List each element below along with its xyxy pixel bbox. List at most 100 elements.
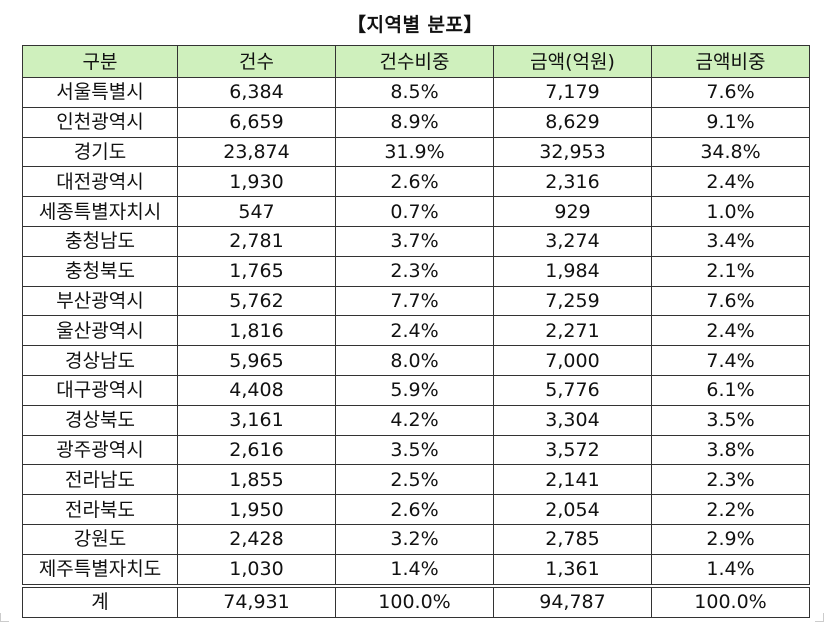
- cell-count-share: 3.5%: [335, 434, 494, 466]
- cell-region: 서울특별시: [22, 77, 178, 108]
- cell-count-share: 0.7%: [335, 196, 494, 227]
- header-amount-share: 금액비중: [651, 45, 810, 78]
- table-row: 세종특별자치시 547 0.7% 929 1.0%: [22, 196, 810, 227]
- cell-count: 3,161: [177, 404, 336, 436]
- page-corner-mark: [815, 613, 824, 622]
- cell-region: 경상북도: [22, 404, 178, 436]
- cell-count: 6,384: [177, 77, 336, 108]
- cell-count-share: 2.4%: [335, 315, 494, 347]
- table-row: 서울특별시 6,384 8.5% 7,179 7.6%: [22, 77, 810, 108]
- cell-amount-share: 2.2%: [651, 494, 810, 525]
- table-row: 경상북도 3,161 4.2% 3,304 3.5%: [22, 404, 810, 436]
- cell-amount: 7,179: [493, 77, 652, 108]
- total-cell-amount-share: 100.0%: [651, 583, 810, 618]
- cell-region: 대구광역시: [22, 374, 178, 406]
- total-cell-count: 74,931: [177, 583, 336, 618]
- table-row: 충청남도 2,781 3.7% 3,274 3.4%: [22, 225, 810, 257]
- total-cell-count-share: 100.0%: [335, 583, 494, 618]
- cell-amount-share: 2.4%: [651, 166, 810, 198]
- cell-count-share: 7.7%: [335, 285, 494, 317]
- cell-amount: 1,984: [493, 255, 652, 287]
- cell-region: 경상남도: [22, 345, 178, 376]
- cell-amount-share: 7.6%: [651, 77, 810, 108]
- cell-amount: 7,000: [493, 345, 652, 376]
- total-cell-region: 계: [22, 583, 178, 618]
- cell-amount: 2,785: [493, 523, 652, 555]
- cell-amount-share: 9.1%: [651, 106, 810, 138]
- cell-amount-share: 3.4%: [651, 225, 810, 257]
- cell-count: 1,855: [177, 464, 336, 496]
- page-corner-mark: [0, 613, 9, 622]
- cell-amount-share: 3.8%: [651, 434, 810, 466]
- cell-count-share: 5.9%: [335, 374, 494, 406]
- cell-count: 1,950: [177, 494, 336, 525]
- cell-count-share: 3.7%: [335, 225, 494, 257]
- header-count-share: 건수비중: [335, 45, 494, 78]
- cell-count-share: 8.0%: [335, 345, 494, 376]
- table-row: 대구광역시 4,408 5.9% 5,776 6.1%: [22, 374, 810, 406]
- cell-amount-share: 34.8%: [651, 136, 810, 168]
- cell-region: 경기도: [22, 136, 178, 168]
- total-cell-amount: 94,787: [493, 583, 652, 618]
- header-count: 건수: [177, 45, 336, 78]
- cell-amount: 2,141: [493, 464, 652, 496]
- cell-count: 1,030: [177, 553, 336, 587]
- cell-amount-share: 6.1%: [651, 374, 810, 406]
- cell-region: 광주광역시: [22, 434, 178, 466]
- cell-count: 547: [177, 196, 336, 227]
- cell-amount: 8,629: [493, 106, 652, 138]
- cell-amount-share: 2.4%: [651, 315, 810, 347]
- table-row: 경상남도 5,965 8.0% 7,000 7.4%: [22, 345, 810, 376]
- total-row: 계 74,931 100.0% 94,787 100.0%: [22, 583, 810, 618]
- cell-amount-share: 7.4%: [651, 345, 810, 376]
- cell-count: 2,428: [177, 523, 336, 555]
- cell-count-share: 4.2%: [335, 404, 494, 436]
- cell-amount-share: 1.4%: [651, 553, 810, 587]
- cell-count: 1,816: [177, 315, 336, 347]
- cell-count: 2,616: [177, 434, 336, 466]
- table-row: 충청북도 1,765 2.3% 1,984 2.1%: [22, 255, 810, 287]
- cell-region: 전라남도: [22, 464, 178, 496]
- cell-count-share: 2.6%: [335, 494, 494, 525]
- regional-distribution-table: 구분 건수 건수비중 금액(억원) 금액비중 서울특별시 6,384 8.5% 7,1…: [22, 45, 810, 618]
- cell-region: 울산광역시: [22, 315, 178, 347]
- cell-count: 6,659: [177, 106, 336, 138]
- cell-amount: 929: [493, 196, 652, 227]
- table-row: 대전광역시 1,930 2.6% 2,316 2.4%: [22, 166, 810, 198]
- cell-amount: 5,776: [493, 374, 652, 406]
- table-row: 전라북도 1,950 2.6% 2,054 2.2%: [22, 494, 810, 525]
- cell-count-share: 1.4%: [335, 553, 494, 587]
- cell-count: 5,965: [177, 345, 336, 376]
- cell-region: 대전광역시: [22, 166, 178, 198]
- header-row: 구분 건수 건수비중 금액(억원) 금액비중: [22, 45, 810, 78]
- cell-count: 1,765: [177, 255, 336, 287]
- cell-count-share: 2.6%: [335, 166, 494, 198]
- cell-amount-share: 7.6%: [651, 285, 810, 317]
- cell-amount: 32,953: [493, 136, 652, 168]
- cell-count: 5,762: [177, 285, 336, 317]
- cell-region: 충청남도: [22, 225, 178, 257]
- table-row: 인천광역시 6,659 8.9% 8,629 9.1%: [22, 106, 810, 138]
- cell-count-share: 3.2%: [335, 523, 494, 555]
- cell-amount-share: 2.9%: [651, 523, 810, 555]
- table-row: 경기도 23,874 31.9% 32,953 34.8%: [22, 136, 810, 168]
- cell-region: 충청북도: [22, 255, 178, 287]
- table-row: 광주광역시 2,616 3.5% 3,572 3.8%: [22, 434, 810, 466]
- cell-count: 1,930: [177, 166, 336, 198]
- cell-region: 제주특별자치도: [22, 553, 178, 587]
- cell-region: 인천광역시: [22, 106, 178, 138]
- cell-count: 4,408: [177, 374, 336, 406]
- cell-amount: 2,271: [493, 315, 652, 347]
- table-row: 부산광역시 5,762 7.7% 7,259 7.6%: [22, 285, 810, 317]
- cell-amount-share: 1.0%: [651, 196, 810, 227]
- table-row: 울산광역시 1,816 2.4% 2,271 2.4%: [22, 315, 810, 347]
- cell-amount: 3,572: [493, 434, 652, 466]
- cell-count: 23,874: [177, 136, 336, 168]
- cell-region: 부산광역시: [22, 285, 178, 317]
- table-row: 강원도 2,428 3.2% 2,785 2.9%: [22, 523, 810, 555]
- table-row: 전라남도 1,855 2.5% 2,141 2.3%: [22, 464, 810, 496]
- table-body: 서울특별시 6,384 8.5% 7,179 7.6% 인천광역시 6,659 8.9% 8,6…: [22, 77, 810, 618]
- cell-amount-share: 2.3%: [651, 464, 810, 496]
- cell-count-share: 8.5%: [335, 77, 494, 108]
- table-row: 제주특별자치도 1,030 1.4% 1,361 1.4%: [22, 553, 810, 587]
